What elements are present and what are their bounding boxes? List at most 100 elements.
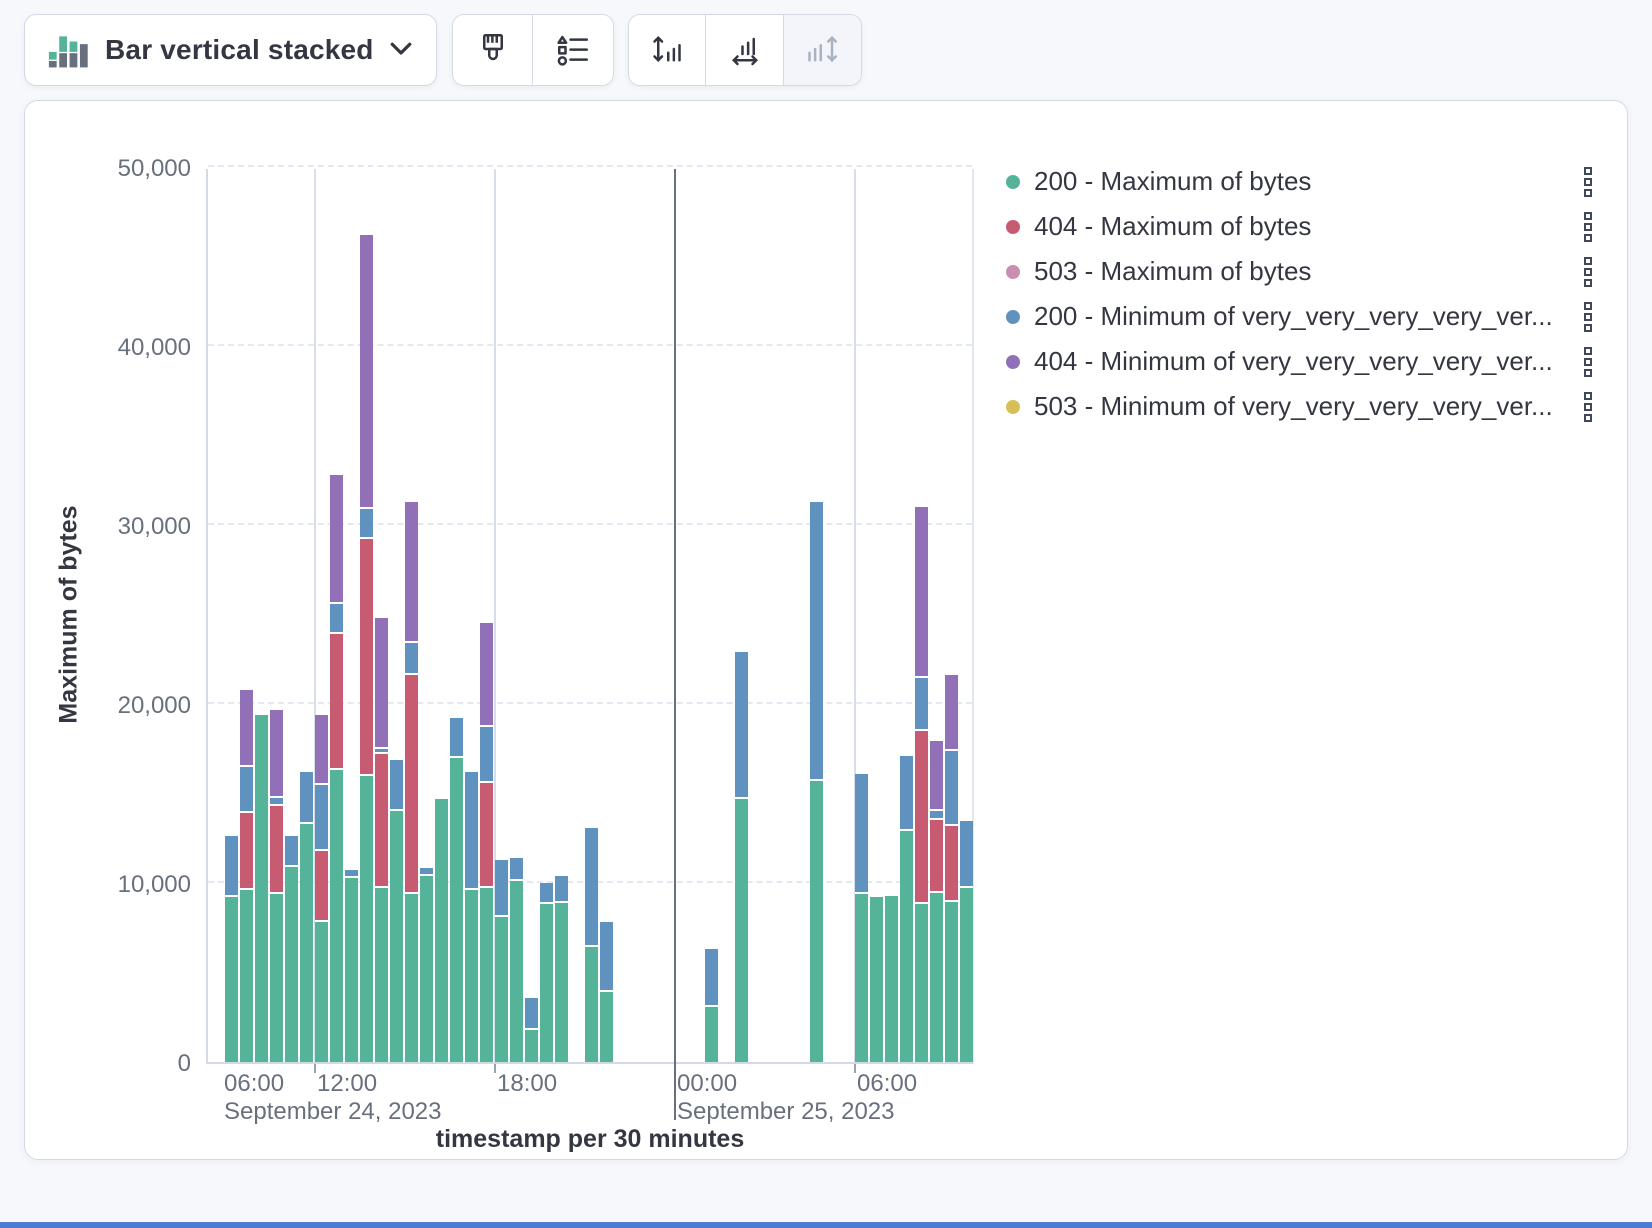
bar-segment [960,888,973,1062]
legend-item[interactable]: 200 - Maximum of bytes [1006,159,1596,204]
bar-segment [270,798,283,807]
bar-segment [525,998,538,1030]
x-date-label: September 24, 2023 [224,1098,442,1125]
left-axis-button[interactable] [629,15,707,85]
bar-segment [435,798,448,1062]
bar-segment [420,867,433,876]
y-axis-title: Maximum of bytes [54,505,83,724]
stacked-bar [705,949,718,1062]
stacked-bar [915,507,928,1062]
legend-item-label: 503 - Minimum of very_very_very_very_ver… [1034,391,1553,421]
y-tick-label: 50,000 [117,155,191,182]
toolbar: Bar vertical stacked [0,0,1652,100]
x-tick-label: 12:00 [317,1070,378,1097]
bar-segment [405,893,418,1062]
bar-segment [945,751,958,826]
bar-segment [600,992,613,1062]
legend-actions-icon[interactable] [1580,298,1596,336]
bar-segment [525,1029,538,1062]
bar-segment [915,730,928,904]
bar-segment [480,623,493,728]
legend-list-icon [553,29,593,72]
bar-segment [915,678,928,731]
bar-segment [930,811,943,821]
legend-actions-icon[interactable] [1580,388,1596,426]
legend-item[interactable]: 503 - Maximum of bytes [1006,249,1596,294]
bar-segment [465,772,478,891]
stacked-bar [600,922,613,1062]
bar-segment [585,827,598,948]
bar-segment [735,652,748,799]
legend-color-dot [1006,399,1020,414]
x-gridline [494,169,496,1062]
stacked-bar [360,235,373,1062]
paintbrush-icon [473,29,513,72]
y-tick-label: 40,000 [117,334,191,361]
bar-segment [870,897,883,1062]
stacked-bar [225,836,238,1062]
legend-color-dot [1006,264,1020,279]
bar-segment [300,772,313,824]
bar-segment [405,501,418,644]
bar-segment [855,893,868,1062]
bar-segment [510,857,523,882]
bar-segment [270,806,283,894]
legend-item[interactable]: 503 - Minimum of very_very_very_very_ver… [1006,384,1596,429]
bar-segment [240,766,253,814]
bar-segment [540,904,553,1062]
x-tickmark [854,1064,856,1073]
x-date-label: September 25, 2023 [677,1098,895,1125]
bar-segment [885,896,898,1062]
bar-segment [225,836,238,898]
bar-segment [510,881,523,1062]
x-tick-label: 06:00 [224,1070,285,1097]
legend-actions-icon[interactable] [1580,253,1596,291]
bar-segment [960,821,973,889]
legend-item-label: 404 - Minimum of very_very_very_very_ver… [1034,346,1553,376]
bar-segment [405,643,418,676]
stacked-bar [435,798,448,1062]
y-gridline [208,344,972,346]
legend-actions-icon[interactable] [1580,343,1596,381]
right-axis-button[interactable] [783,15,861,85]
legend-item-label: 200 - Maximum of bytes [1034,166,1312,196]
bar-segment [330,603,343,635]
legend-item[interactable]: 404 - Minimum of very_very_very_very_ver… [1006,339,1596,384]
stacked-bar [255,714,268,1062]
chart-type-dropdown[interactable]: Bar vertical stacked [24,14,437,86]
bar-segment [390,760,403,812]
bar-segment [270,893,283,1062]
bottom-accent-bar [0,1222,1652,1228]
legend-item[interactable]: 200 - Minimum of very_very_very_very_ver… [1006,294,1596,339]
bar-segment [495,859,508,918]
legend-actions-icon[interactable] [1580,163,1596,201]
x-axis-title: timestamp per 30 minutes [435,1125,745,1153]
bar-segment [555,875,568,903]
x-tickmark [314,1064,316,1073]
x-tickmark [494,1064,496,1073]
axis-right-icon [802,29,842,72]
axis-left-icon [647,29,687,72]
axis-button-group [628,14,862,86]
style-button-group [452,14,614,86]
legend-settings-button[interactable] [533,15,613,85]
y-gridline [208,702,972,704]
stacked-bar [300,772,313,1062]
visual-options-button[interactable] [453,15,533,85]
stacked-bar [585,827,598,1062]
stacked-bar [420,867,433,1062]
bar-segment [945,825,958,902]
axis-bottom-icon [725,29,765,72]
chart-type-label: Bar vertical stacked [105,34,374,65]
bar-segment [285,866,298,1062]
bar-segment [360,508,373,540]
legend-actions-icon[interactable] [1580,208,1596,246]
y-tick-label: 20,000 [117,692,191,719]
bar-segment [345,869,358,878]
legend-item[interactable]: 404 - Maximum of bytes [1006,204,1596,249]
bottom-axis-button[interactable] [706,15,784,85]
x-gridline [854,169,856,1062]
stacked-bar [555,875,568,1062]
bar-segment [810,780,823,1062]
bar-segment [360,539,373,776]
